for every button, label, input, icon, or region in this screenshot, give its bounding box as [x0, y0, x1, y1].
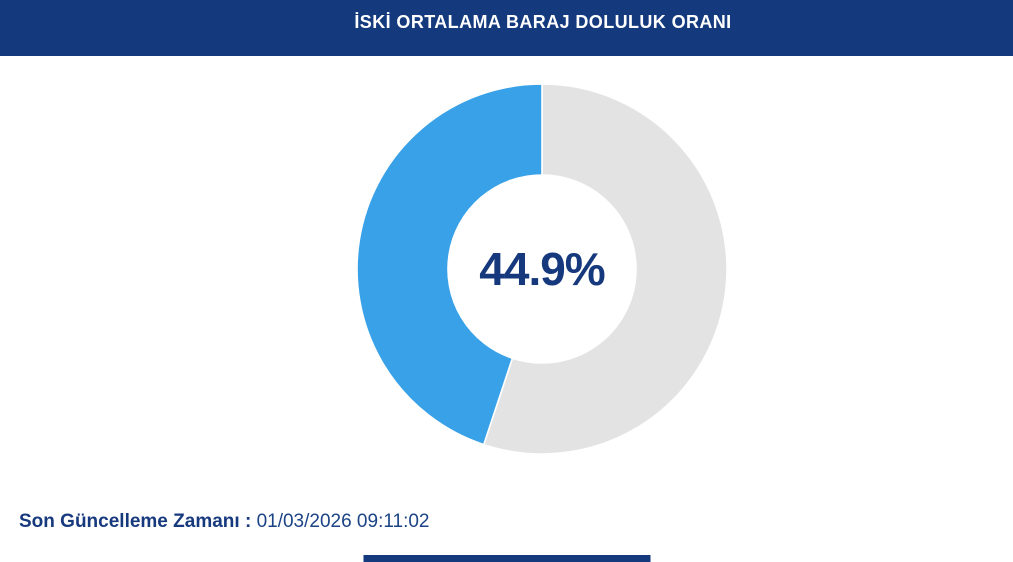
last-update-label: Son Güncelleme Zamanı [19, 511, 240, 532]
last-update-value: 01/03/2026 09:11:02 [256, 511, 430, 532]
donut-chart: 44.9% [357, 84, 727, 454]
header-bar: İSKİ ORTALAMA BARAJ DOLULUK ORANI [0, 0, 1013, 56]
donut-slice-empty [482, 84, 727, 454]
page-title: İSKİ ORTALAMA BARAJ DOLULUK ORANI [354, 12, 732, 32]
donut-slice-filled [357, 84, 543, 446]
last-update-separator: : [239, 511, 257, 532]
donut-svg [357, 84, 727, 454]
bottom-accent-bar [363, 555, 650, 562]
last-update-line: Son Güncelleme Zamanı : 01/03/2026 09:11… [19, 511, 429, 533]
